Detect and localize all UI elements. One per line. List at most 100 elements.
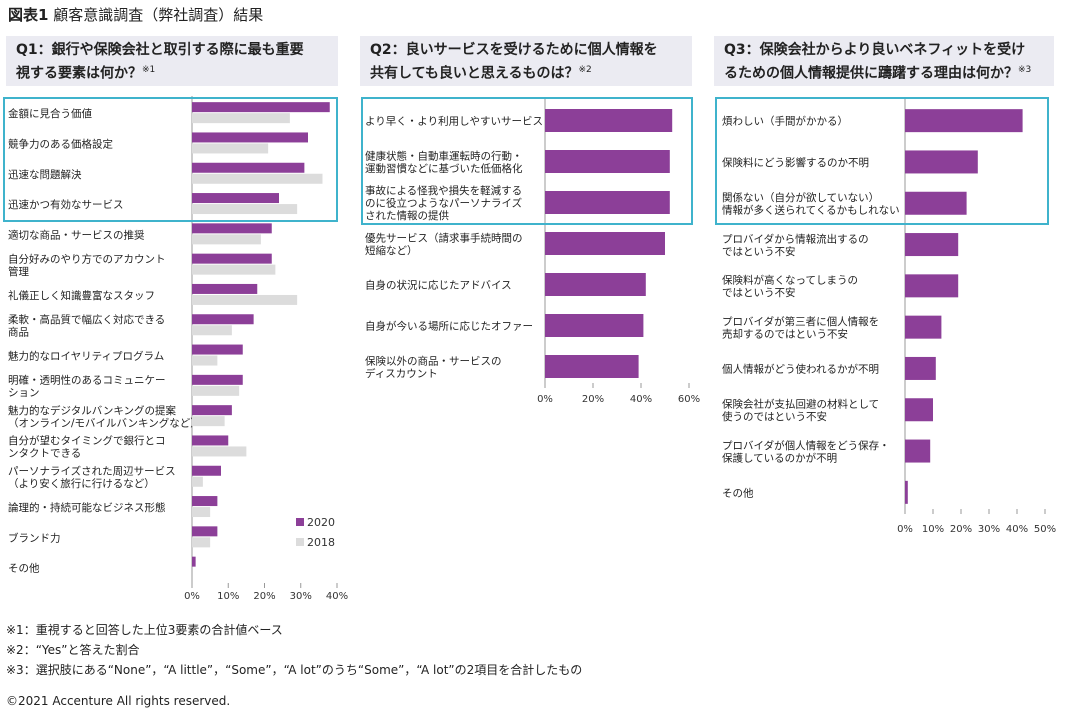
q1-category-label: 管理 xyxy=(8,265,29,278)
q1-category-label: パーソナライズされた周辺サービス xyxy=(8,465,176,478)
q1-category-label: 商品 xyxy=(8,326,29,339)
q2-category-label: 事故による怪我や損失を軽減する xyxy=(365,184,522,197)
q1-category-label: 魅力的なロイヤリティプログラム xyxy=(8,350,164,363)
q1-bar-2018 xyxy=(192,264,276,275)
q1-x-tick-label: 10% xyxy=(217,591,239,602)
q1-category-label: ンタクトできる xyxy=(8,448,81,460)
q3-category-label: 売却するのではという不安 xyxy=(722,327,848,340)
q1-bar-2018 xyxy=(192,173,323,184)
q1-x-tick-label: 40% xyxy=(326,591,348,602)
q1-category-label: 金額に見合う価値 xyxy=(8,107,92,120)
q1-bar-2018 xyxy=(192,507,211,518)
q3-bar xyxy=(905,274,959,298)
q3-x-tick-label: 20% xyxy=(950,524,972,535)
q1-bar-2018 xyxy=(192,537,211,548)
q1-category-label: 礼儀正しく知識豊富なスタッフ xyxy=(8,289,155,302)
q3-bar xyxy=(905,398,933,422)
q1-x-tick-label: 20% xyxy=(253,591,275,602)
q3-category-label: プロバイダが個人情報をどう保存・ xyxy=(722,439,890,452)
q3-x-tick-label: 30% xyxy=(978,524,1000,535)
q3-bar xyxy=(905,439,931,463)
q1-bar-2020 xyxy=(192,314,254,325)
q2-bar xyxy=(545,314,644,337)
q1-x-tick-label: 0% xyxy=(184,591,200,602)
q3-category-label: ではという不安 xyxy=(722,286,796,299)
q2-category-label: 運動習慣などに基づいた低価格化 xyxy=(365,162,523,175)
footnote-2: ※2：“Yes”と答えた割合 xyxy=(6,643,140,657)
q3-title-line-1: Q3：保険会社からより良いベネフィットを受け xyxy=(724,42,1026,58)
q3-note-mark: ※3 xyxy=(1018,65,1032,75)
q2-bar xyxy=(545,273,646,296)
q2-x-tick-label: 0% xyxy=(537,394,553,405)
q3-header: Q3：保険会社からより良いベネフィットを受け るための個人情報提供に躊躇する理由… xyxy=(714,36,1054,86)
q1-category-label: 論理的・持続可能なビジネス形態 xyxy=(8,501,166,514)
q2-bar xyxy=(545,355,639,378)
q2-x-tick-label: 20% xyxy=(582,394,604,405)
q3-category-label: プロバイダが第三者に個人情報を xyxy=(722,315,879,328)
legend-label-2018: 2018 xyxy=(307,536,335,549)
q2-category-label: ディスカウント xyxy=(365,367,438,380)
q3-x-tick-label: 40% xyxy=(1006,524,1028,535)
q1-bar-2018 xyxy=(192,234,261,245)
q3-category-label: 保険料が高くなってしまうの xyxy=(722,274,858,287)
q2-bar xyxy=(545,109,673,132)
footnotes: ※1：重視すると回答した上位3要素の合計値ベース ※2：“Yes”と答えた割合 … xyxy=(6,620,582,680)
figure-title-text: 顧客意識調査（弊社調査）結果 xyxy=(53,6,264,24)
q1-bar-2018 xyxy=(192,325,232,336)
q1-category-label: 自分が望むタイミングで銀行とコ xyxy=(8,434,166,447)
legend-swatch-2018 xyxy=(296,538,304,546)
q3-category-label: 保険料にどう影響するのか不明 xyxy=(722,156,869,169)
q1-category-label: 自分好みのやり方でのアカウント xyxy=(8,252,166,265)
q1-bar-2020 xyxy=(192,193,279,204)
q1-bar-2018 xyxy=(192,446,247,457)
q2-category-label: 自身の状況に応じたアドバイス xyxy=(365,279,512,292)
q3-category-label: プロバイダから情報流出するの xyxy=(722,232,869,245)
q1-bar-2020 xyxy=(192,283,258,294)
q3-x-tick-label: 50% xyxy=(1034,524,1056,535)
q1-bar-2020 xyxy=(192,435,229,446)
q3-category-label: 情報が多く送られてくるかもしれない xyxy=(722,204,900,217)
q3-category-label: 個人情報がどう使われるかが不明 xyxy=(722,362,879,375)
q2-category-label: 健康状態・自動車運転時の行動・ xyxy=(365,149,523,162)
q1-category-label: 適切な商品・サービスの推奨 xyxy=(8,228,145,241)
q2-category-label: より早く・より利用しやすいサービス xyxy=(365,116,543,128)
q1-category-label: 柔軟・高品質で幅広く対応できる xyxy=(8,313,165,326)
q1-category-label: その他 xyxy=(8,562,40,575)
q3-bar xyxy=(905,233,959,257)
q1-note-mark: ※1 xyxy=(142,65,156,75)
q2-category-label: された情報の提供 xyxy=(365,209,449,222)
q1-category-label: ション xyxy=(8,387,40,399)
q3-bar xyxy=(905,191,967,215)
q3-highlight-box xyxy=(715,97,1049,225)
footnote-3: ※3：選択肢にある“None”，“A little”，“Some”，“A lot… xyxy=(6,663,583,677)
q2-highlight-box xyxy=(361,97,693,225)
q1-highlight-box xyxy=(3,97,338,222)
q1-bar-2020 xyxy=(192,465,221,476)
q3-bar xyxy=(905,109,1023,133)
legend-swatch-2020 xyxy=(296,518,304,526)
legend-label-2020: 2020 xyxy=(307,516,335,529)
q3-bar xyxy=(905,315,942,339)
q2-category-label: 保険以外の商品・サービスの xyxy=(365,354,502,367)
q3-category-label: 保険会社が支払回避の材料として xyxy=(722,398,879,411)
q1-category-label: （より安く旅行に行けるなど） xyxy=(8,477,155,490)
q1-bar-2018 xyxy=(192,416,225,427)
q2-category-label: のに役立つようなパーソナライズ xyxy=(365,197,522,210)
q1-bar-2020 xyxy=(192,253,272,264)
q1-category-label: 明確・透明性のあるコミュニケー xyxy=(8,374,166,387)
q1-category-label: 迅速かつ有効なサービス xyxy=(8,198,124,211)
q1-title-line-2: 視する要素は何か？ xyxy=(16,65,142,82)
q1-x-tick-label: 30% xyxy=(290,591,312,602)
q3-bar xyxy=(905,480,908,504)
q2-category-label: 短縮など） xyxy=(365,244,418,257)
figure-title: 図表1 顧客意識調査（弊社調査）結果 xyxy=(8,4,263,25)
q1-category-label: 魅力的なデジタルバンキングの提案 xyxy=(8,404,176,417)
q3-title-line-2: るための個人情報提供に躊躇する理由は何か？ xyxy=(724,65,1018,82)
q1-bar-2020 xyxy=(192,405,232,416)
q3-category-label: ではという不安 xyxy=(722,245,796,258)
q1-category-label: 競争力のある価格設定 xyxy=(8,137,113,150)
q1-bar-2020 xyxy=(192,223,272,234)
q1-category-label: ブランド力 xyxy=(8,531,61,544)
q3-category-label: 使うのではという不安 xyxy=(722,410,827,423)
